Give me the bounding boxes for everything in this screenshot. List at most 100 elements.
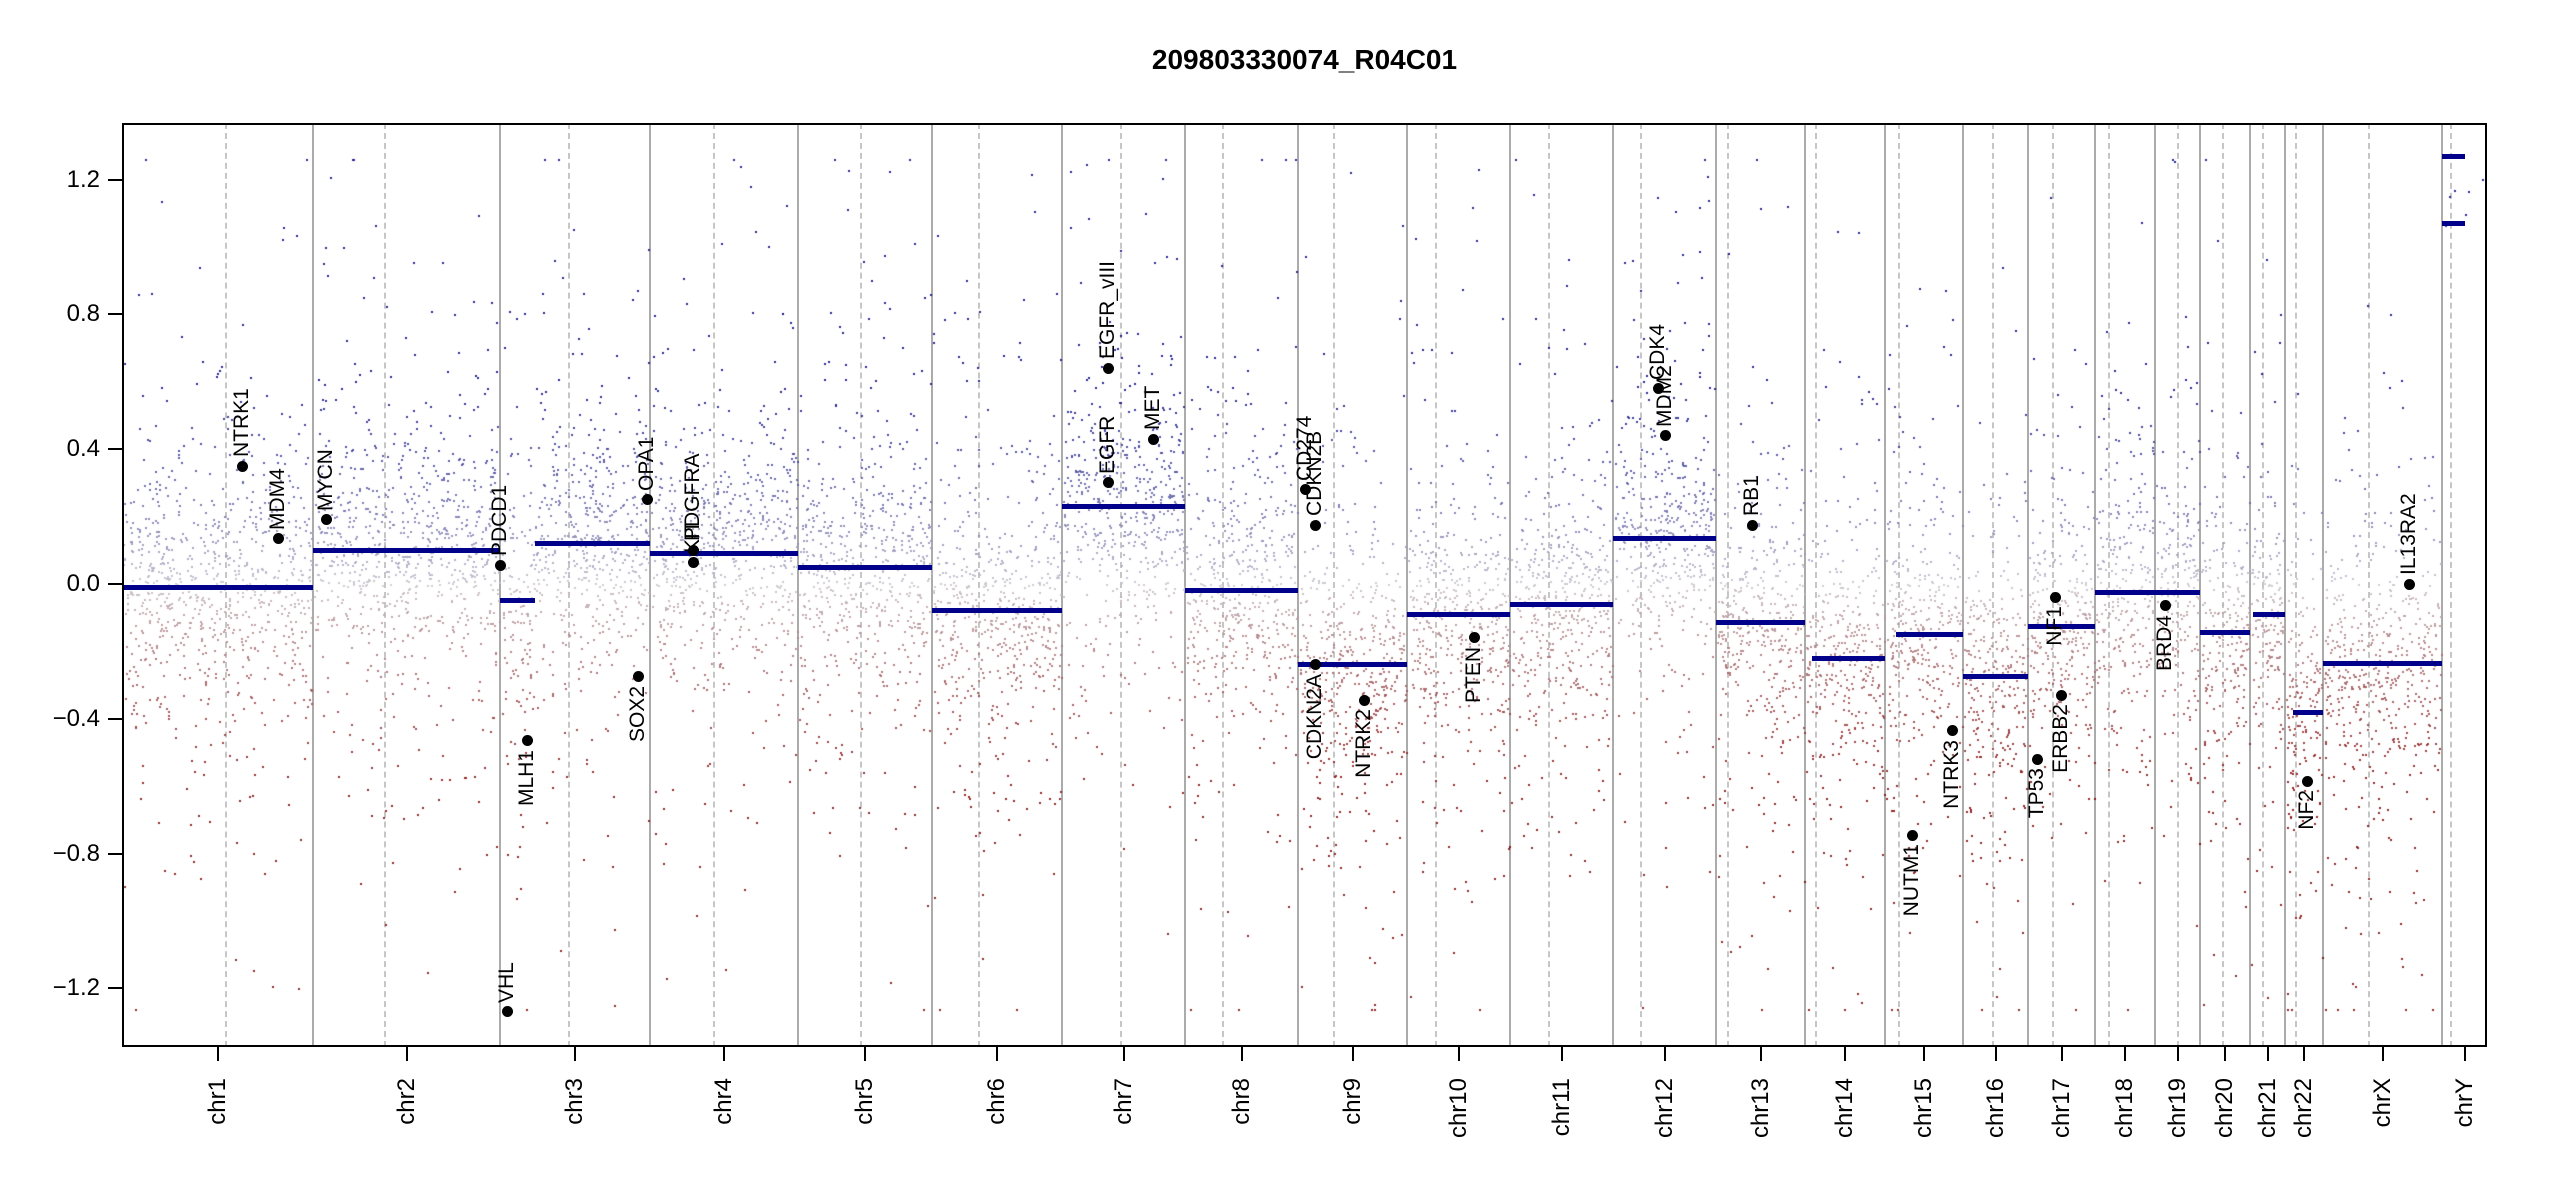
- gene-dot: [1147, 433, 1159, 445]
- cnv-segment-line: [2323, 660, 2442, 666]
- x-tick-mark: [996, 1047, 998, 1061]
- gene-label: RB1: [1740, 475, 1763, 517]
- gene-label: NF1: [2043, 606, 2066, 647]
- gene-dot: [2049, 591, 2061, 603]
- cnv-segment-line: [313, 547, 500, 553]
- gene-dot: [494, 559, 506, 571]
- x-tick-mark: [574, 1047, 576, 1061]
- gene-label: IL13RA2: [2397, 493, 2420, 575]
- cnv-segment-line: [2028, 623, 2095, 629]
- gene-label: CDKN2A: [1303, 673, 1326, 760]
- x-tick-mark: [2267, 1047, 2269, 1061]
- x-tick-mark: [2224, 1047, 2226, 1061]
- gene-dot: [1309, 519, 1321, 531]
- cnv-segment-line: [2442, 220, 2465, 226]
- x-tick-mark: [1123, 1047, 1125, 1061]
- gene-dot: [320, 514, 332, 526]
- gene-label: EGFR_vIII: [1096, 261, 1119, 360]
- cnv-segment-line: [650, 551, 798, 557]
- gene-dot: [1358, 694, 1370, 706]
- y-tick-mark: [108, 313, 122, 316]
- gene-dot: [521, 735, 533, 747]
- gene-label: EGFR: [1096, 415, 1119, 474]
- cnv-segment-line: [1896, 632, 1963, 638]
- gene-dot: [632, 671, 644, 683]
- gene-label: VHL: [495, 962, 518, 1003]
- x-tick-mark: [1664, 1047, 1666, 1061]
- cnv-segment-line: [932, 608, 1062, 614]
- cnv-segment-line: [1185, 588, 1298, 594]
- x-tick-mark: [723, 1047, 725, 1061]
- gene-label: ERBB2: [2049, 704, 2072, 774]
- cnv-segment-line: [1613, 536, 1716, 541]
- gene-label: BRD4: [2153, 614, 2176, 671]
- gene-dot: [641, 494, 653, 506]
- gene-dot: [687, 556, 699, 568]
- gene-dot: [272, 533, 284, 544]
- gene-dot: [2301, 775, 2313, 787]
- cnv-segment-line: [2095, 589, 2155, 595]
- gene-dot: [1652, 383, 1664, 395]
- cnv-segment-line: [798, 564, 932, 570]
- gene-dot: [501, 1006, 513, 1018]
- gene-dot: [1906, 829, 1918, 841]
- cnv-segment-line: [1407, 611, 1510, 617]
- gene-dot: [2403, 578, 2415, 590]
- cnv-segment-line: [1298, 662, 1407, 668]
- gene-label: PTEN: [1462, 646, 1485, 703]
- gene-label: MDM4: [266, 467, 289, 530]
- gene-dot: [1309, 659, 1321, 671]
- gene-label: NTRK2: [1352, 709, 1375, 779]
- gene-dot: [1102, 362, 1114, 374]
- x-tick-mark: [1923, 1047, 1925, 1061]
- gene-label: SOX2: [626, 685, 649, 742]
- gene-dot: [1468, 632, 1480, 644]
- cnv-segment-line: [2293, 709, 2323, 715]
- gene-dot: [1102, 477, 1114, 489]
- gene-dot: [1946, 725, 1958, 737]
- cnv-segment-line: [1963, 674, 2028, 680]
- y-tick-mark: [108, 448, 122, 451]
- cnv-segment-line: [2253, 611, 2285, 617]
- x-tick-mark: [1458, 1047, 1460, 1061]
- cnv-segment-line: [2155, 589, 2200, 595]
- cnv-segment-line: [2442, 153, 2465, 159]
- gene-dot: [2031, 753, 2043, 765]
- gene-label: CDKN2B: [1303, 430, 1326, 517]
- gene-dot: [2159, 600, 2171, 612]
- x-tick-mark: [406, 1047, 408, 1061]
- x-tick-mark: [1241, 1047, 1243, 1061]
- x-tick-mark: [2061, 1047, 2063, 1061]
- y-tick-mark: [108, 717, 122, 720]
- cnv-segment-line: [500, 598, 535, 604]
- gene-dot: [687, 544, 699, 556]
- y-tick-mark: [108, 987, 122, 990]
- cnv-segment-line: [1510, 601, 1613, 607]
- gene-label: NF2: [2295, 790, 2318, 830]
- gene-dot: [1746, 519, 1758, 531]
- x-tick-mark: [217, 1047, 219, 1061]
- x-tick-mark: [1561, 1047, 1563, 1061]
- x-tick-mark: [1352, 1047, 1354, 1061]
- cnv-segment-line: [122, 584, 313, 590]
- gene-label: MLH1: [515, 749, 538, 806]
- x-tick-mark: [1844, 1047, 1846, 1061]
- x-tick-mark: [864, 1047, 866, 1061]
- gene-label: MYCN: [314, 449, 337, 511]
- gene-dot: [2055, 689, 2067, 701]
- x-tick-mark: [1995, 1047, 1997, 1061]
- gene-dot: [1659, 430, 1671, 442]
- x-tick-mark: [2124, 1047, 2126, 1061]
- x-tick-mark: [2464, 1047, 2466, 1061]
- gene-label: MET: [1141, 385, 1164, 431]
- gene-label: NTRK1: [230, 388, 253, 458]
- x-tick-mark: [1760, 1047, 1762, 1061]
- gene-label: TP53: [2025, 768, 2048, 819]
- x-tick-mark: [2303, 1047, 2305, 1061]
- y-tick-mark: [108, 178, 122, 181]
- cnv-segment-line: [1812, 655, 1885, 661]
- cnv-segment-line: [2200, 630, 2250, 636]
- gene-dot: [236, 460, 248, 472]
- cnv-segment-line: [1062, 503, 1185, 509]
